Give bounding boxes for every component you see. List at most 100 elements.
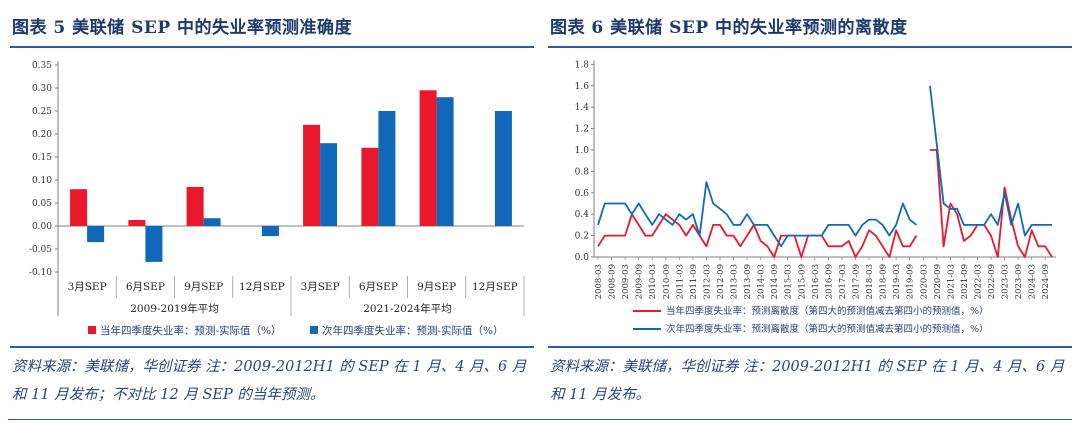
- svg-text:2012-03: 2012-03: [702, 264, 712, 299]
- svg-text:2024-03: 2024-03: [1028, 264, 1038, 299]
- svg-text:2015-09: 2015-09: [797, 264, 807, 299]
- figure5-category-axis: 3月SEP 6月SEP 9月SEP 12月SEP 3月SEP 6月SEP 9月SEP 12月S…: [68, 276, 525, 316]
- svg-text:2017-03: 2017-03: [838, 264, 848, 299]
- svg-text:2021-03: 2021-03: [946, 264, 956, 299]
- svg-text:6月SEP: 6月SEP: [126, 281, 165, 293]
- svg-text:2010-09: 2010-09: [662, 264, 672, 299]
- bar: [186, 186, 204, 226]
- figure6: 图表 6 美联储 SEP 中的失业率预测的离散度 0.0 0.2 0.4 0.6 0.8…: [548, 6, 1072, 416]
- bottom-rule: [8, 419, 1072, 420]
- bar: [361, 147, 379, 226]
- bar: [419, 90, 437, 226]
- svg-text:2014-03: 2014-03: [757, 264, 767, 299]
- bar: [261, 226, 279, 237]
- svg-text:2009-09: 2009-09: [635, 264, 645, 299]
- svg-text:2015-03: 2015-03: [784, 264, 794, 299]
- bar: [145, 226, 163, 262]
- svg-text:0.6: 0.6: [575, 189, 590, 199]
- svg-text:0.15: 0.15: [32, 153, 52, 163]
- svg-text:2019-09: 2019-09: [906, 264, 916, 299]
- bar: [203, 218, 221, 226]
- svg-text:0.4: 0.4: [575, 210, 590, 220]
- svg-text:12月SEP: 12月SEP: [239, 281, 285, 293]
- figure5-legend: 当年四季度失业率：预测-实际值（%） 次年四季度失业率：预测-实际值（%）: [88, 324, 504, 337]
- svg-text:2022-09: 2022-09: [987, 264, 997, 299]
- svg-text:-0.10: -0.10: [29, 268, 52, 278]
- svg-text:2023-03: 2023-03: [1001, 264, 1011, 299]
- svg-text:0.30: 0.30: [32, 84, 52, 94]
- figure5: 图表 5 美联储 SEP 中的失业率预测准确度 0.35 0.30 0.25 0.20…: [10, 6, 534, 416]
- svg-text:1.0: 1.0: [575, 146, 590, 156]
- svg-text:2013-09: 2013-09: [743, 264, 753, 299]
- legend-label: 次年四季度失业率：预测-实际值（%）: [322, 324, 504, 337]
- svg-text:2016-03: 2016-03: [811, 264, 821, 299]
- bar: [70, 189, 88, 226]
- figure6-note: 资料来源：美联储，华创证券 注：2009-2012H1 的 SEP 在 1 月、…: [548, 346, 1072, 423]
- svg-text:2009-03: 2009-03: [621, 264, 631, 299]
- svg-text:1.4: 1.4: [575, 103, 590, 113]
- figure5-axis: 0.35 0.30 0.25 0.20 0.15 0.10 0.05 0.00 -0.05 -0.…: [29, 61, 524, 316]
- bar: [494, 111, 512, 226]
- svg-text:2011-03: 2011-03: [675, 264, 685, 299]
- svg-text:2024-09: 2024-09: [1041, 264, 1051, 299]
- svg-text:2014-09: 2014-09: [770, 264, 780, 299]
- svg-text:-0.05: -0.05: [29, 245, 52, 255]
- svg-text:1.6: 1.6: [575, 82, 590, 92]
- svg-text:0.20: 0.20: [32, 130, 52, 140]
- svg-text:2020-03: 2020-03: [919, 264, 929, 299]
- svg-text:2010-03: 2010-03: [648, 264, 658, 299]
- legend-label: 当年四季度失业率：预测-实际值（%）: [100, 324, 282, 337]
- svg-text:2008-03: 2008-03: [594, 264, 604, 299]
- figure5-chart: 0.35 0.30 0.25 0.20 0.15 0.10 0.05 0.00 -0.05 -0.…: [29, 61, 525, 337]
- svg-text:2009-2019年平均: 2009-2019年平均: [130, 302, 219, 315]
- bar: [303, 124, 321, 226]
- series-line: [597, 85, 1052, 248]
- figure6-title: 图表 6 美联储 SEP 中的失业率预测的离散度: [548, 6, 1072, 48]
- figure6-chart: 0.0 0.2 0.4 0.6 0.8 1.0 1.2 1.4 1.6 1.8 2008-03 200…: [575, 60, 1056, 335]
- svg-text:2019-03: 2019-03: [892, 264, 902, 299]
- svg-text:2021-09: 2021-09: [960, 264, 970, 299]
- svg-text:2012-09: 2012-09: [716, 264, 726, 299]
- figure6-series: [597, 85, 1053, 258]
- svg-text:0.2: 0.2: [575, 232, 589, 242]
- svg-text:2022-03: 2022-03: [974, 264, 984, 299]
- svg-text:3月SEP: 3月SEP: [301, 281, 340, 293]
- svg-text:2017-09: 2017-09: [852, 264, 862, 299]
- bar: [320, 143, 338, 226]
- svg-text:2018-03: 2018-03: [865, 264, 875, 299]
- svg-text:9月SEP: 9月SEP: [417, 281, 456, 293]
- bar: [87, 226, 105, 243]
- svg-text:0.05: 0.05: [32, 199, 52, 209]
- svg-text:2021-2024年平均: 2021-2024年平均: [363, 302, 452, 315]
- svg-text:3月SEP: 3月SEP: [68, 281, 107, 293]
- figure6-legend: 当年四季度失业率：预测离散度（第四大的预测值减去第四小的预测值，%） 次年四季度失…: [633, 305, 989, 335]
- svg-text:0.10: 0.10: [32, 176, 52, 186]
- svg-text:6月SEP: 6月SEP: [359, 281, 398, 293]
- figure5-title: 图表 5 美联储 SEP 中的失业率预测准确度: [10, 6, 534, 48]
- svg-text:2020-09: 2020-09: [933, 264, 943, 299]
- svg-text:1.2: 1.2: [575, 125, 589, 135]
- svg-text:2013-03: 2013-03: [730, 264, 740, 299]
- figure5-note: 资料来源：美联储，华创证券 注：2009-2012H1 的 SEP 在 1 月、…: [10, 346, 534, 423]
- svg-text:2023-09: 2023-09: [1014, 264, 1024, 299]
- svg-text:0.0: 0.0: [575, 253, 590, 263]
- legend-label: 当年四季度失业率：预测离散度（第四大的预测值减去第四小的预测值，%）: [666, 305, 989, 317]
- figure5-bars: [70, 90, 512, 262]
- legend-swatch: [88, 326, 96, 334]
- svg-text:1.8: 1.8: [575, 60, 590, 70]
- svg-text:0.00: 0.00: [32, 222, 52, 232]
- svg-text:12月SEP: 12月SEP: [472, 281, 518, 293]
- bar: [378, 111, 396, 226]
- legend-label: 次年四季度失业率：预测离散度（第四大的预测值减去第四小的预测值，%）: [666, 323, 989, 335]
- bar: [128, 220, 146, 226]
- svg-text:2018-09: 2018-09: [879, 264, 889, 299]
- svg-text:2011-09: 2011-09: [689, 264, 699, 299]
- series-line: [597, 149, 1053, 258]
- svg-text:0.25: 0.25: [32, 107, 52, 117]
- svg-text:0.35: 0.35: [32, 61, 52, 71]
- figure6-axis: 0.0 0.2 0.4 0.6 0.8 1.0 1.2 1.4 1.6 1.8 2008-03 200…: [575, 60, 1056, 299]
- svg-text:2008-09: 2008-09: [608, 264, 618, 299]
- svg-text:0.8: 0.8: [575, 167, 590, 177]
- legend-swatch: [310, 326, 318, 334]
- svg-text:9月SEP: 9月SEP: [184, 281, 223, 293]
